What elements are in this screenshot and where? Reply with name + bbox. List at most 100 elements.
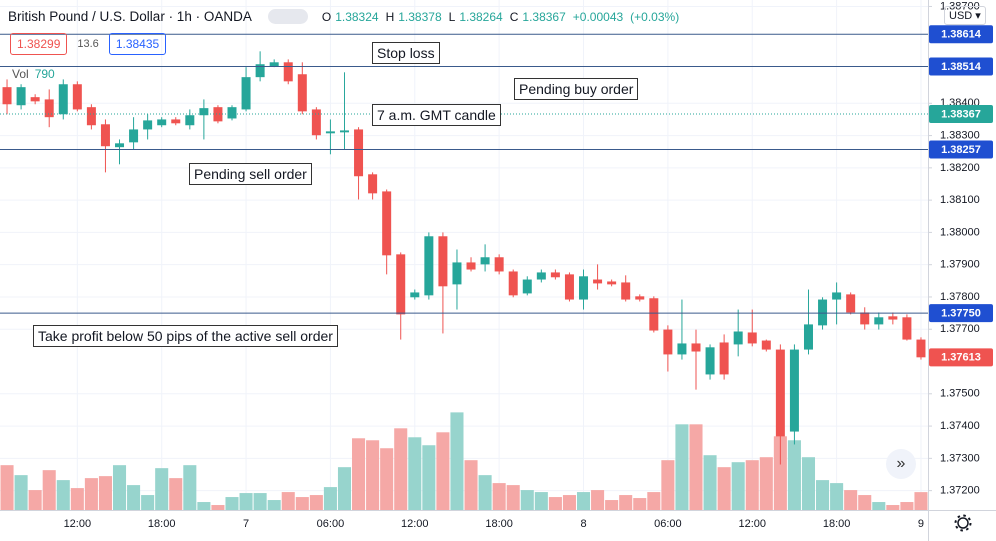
- sell-button[interactable]: 1.38299: [10, 33, 68, 55]
- chart-header: British Pound / U.S. Dollar · 1h · OANDA…: [8, 9, 682, 24]
- ohlc-value: 1.38367: [522, 9, 566, 24]
- volume-bar: [520, 490, 534, 510]
- volume-bar: [464, 460, 478, 510]
- volume-bar: [759, 457, 773, 510]
- volume-bar: [70, 488, 84, 510]
- candle-body: [902, 317, 912, 340]
- volume-bar: [295, 497, 309, 510]
- price-level-label-bg: [929, 304, 993, 323]
- candle-body: [916, 339, 926, 358]
- volume-bar: [422, 445, 436, 510]
- volume-bar: [155, 468, 169, 510]
- candle-body: [508, 271, 518, 296]
- volume-bar: [112, 465, 127, 510]
- candle-body: [213, 107, 223, 122]
- y-tick-label: 1.37200: [940, 485, 980, 497]
- volume-bar: [225, 497, 239, 510]
- candle-body: [255, 64, 265, 78]
- volume-bar: [450, 412, 464, 510]
- spread: 13.6: [77, 38, 99, 50]
- price-level-label: 1.38367: [941, 108, 981, 120]
- annotation: 7 a.m. GMT candle: [372, 104, 501, 126]
- candle-body: [775, 349, 785, 437]
- candle-body: [691, 343, 701, 352]
- y-tick-label: 1.37400: [940, 420, 980, 432]
- volume-bar: [352, 438, 366, 510]
- price-level-label: 1.37613: [941, 352, 981, 364]
- candle-body: [339, 130, 349, 133]
- candle-body: [72, 84, 82, 110]
- price-level-label-bg: [929, 25, 993, 44]
- x-tick-label: 06:00: [654, 518, 682, 530]
- candle-body: [382, 191, 392, 256]
- candle-body: [16, 87, 26, 106]
- x-tick-label: 12:00: [738, 518, 766, 530]
- ohlc-key: O: [321, 9, 332, 24]
- settings-icon[interactable]: [953, 513, 973, 533]
- volume-bar: [366, 440, 380, 510]
- scroll-to-latest[interactable]: »: [886, 449, 916, 479]
- candle-body: [550, 272, 560, 278]
- candle-body: [480, 257, 490, 265]
- candle-body: [58, 84, 68, 115]
- candle-body: [171, 119, 181, 124]
- ohlc-value: 1.38324: [335, 9, 379, 24]
- volume-bar: [534, 492, 548, 510]
- candle-body: [86, 107, 96, 126]
- x-tick-label: 12:00: [64, 518, 92, 530]
- volume-bar: [619, 495, 633, 510]
- candle-body: [199, 108, 209, 116]
- volume-legend: Vol 790: [12, 67, 55, 81]
- candle-body: [593, 279, 603, 284]
- candle-body: [115, 143, 125, 148]
- candle-body: [241, 77, 251, 110]
- buy-button[interactable]: 1.38435: [108, 33, 167, 55]
- volume-bar: [858, 495, 872, 510]
- candle-body: [874, 317, 884, 325]
- indicator-toggle[interactable]: [267, 9, 308, 24]
- volume-bar: [717, 467, 731, 510]
- annotation: Take profit below 50 pips of the active …: [33, 325, 338, 347]
- candle-body: [157, 119, 167, 126]
- y-tick-label: 1.38300: [940, 129, 980, 141]
- volume-bar: [239, 493, 253, 510]
- x-tick-label: 9: [918, 518, 924, 530]
- symbol-title[interactable]: British Pound / U.S. Dollar · 1h · OANDA: [8, 9, 252, 24]
- volume-bar: [591, 490, 605, 510]
- annotation: Stop loss: [372, 42, 440, 64]
- price-level-label-bg: [929, 57, 993, 76]
- volume-bar: [787, 440, 801, 510]
- candle-body: [579, 276, 589, 300]
- y-tick-label: 1.37700: [940, 323, 980, 335]
- candle-body: [564, 274, 574, 300]
- x-tick-label: 8: [580, 518, 586, 530]
- volume-bar: [830, 483, 844, 510]
- y-tick-label: 1.37800: [940, 291, 980, 303]
- volume-bar: [267, 500, 281, 510]
- candle-body: [185, 115, 195, 126]
- volume-bar: [141, 495, 155, 510]
- candle-body: [761, 340, 771, 350]
- price-level-label-bg: [929, 348, 993, 367]
- x-tick-label: 18:00: [823, 518, 851, 530]
- candle-body: [325, 131, 335, 134]
- candle-body: [677, 343, 687, 355]
- candle-body: [30, 97, 40, 102]
- price-level-label: 1.38614: [941, 29, 982, 41]
- candle-body: [818, 299, 828, 326]
- volume-bar: [14, 475, 28, 510]
- candle-body: [2, 87, 12, 105]
- volume-bar: [84, 478, 98, 510]
- volume-bar: [492, 483, 506, 510]
- candle-body: [438, 236, 448, 287]
- candle-body: [621, 282, 631, 300]
- candle-body: [719, 342, 729, 375]
- candle-body: [803, 324, 813, 350]
- currency-select[interactable]: USD ▾: [944, 6, 986, 25]
- volume-bar: [281, 492, 295, 510]
- volume-bar: [703, 455, 717, 510]
- volume-bar: [900, 502, 914, 510]
- price-level-label-bg: [929, 104, 993, 123]
- volume-bar: [56, 480, 70, 510]
